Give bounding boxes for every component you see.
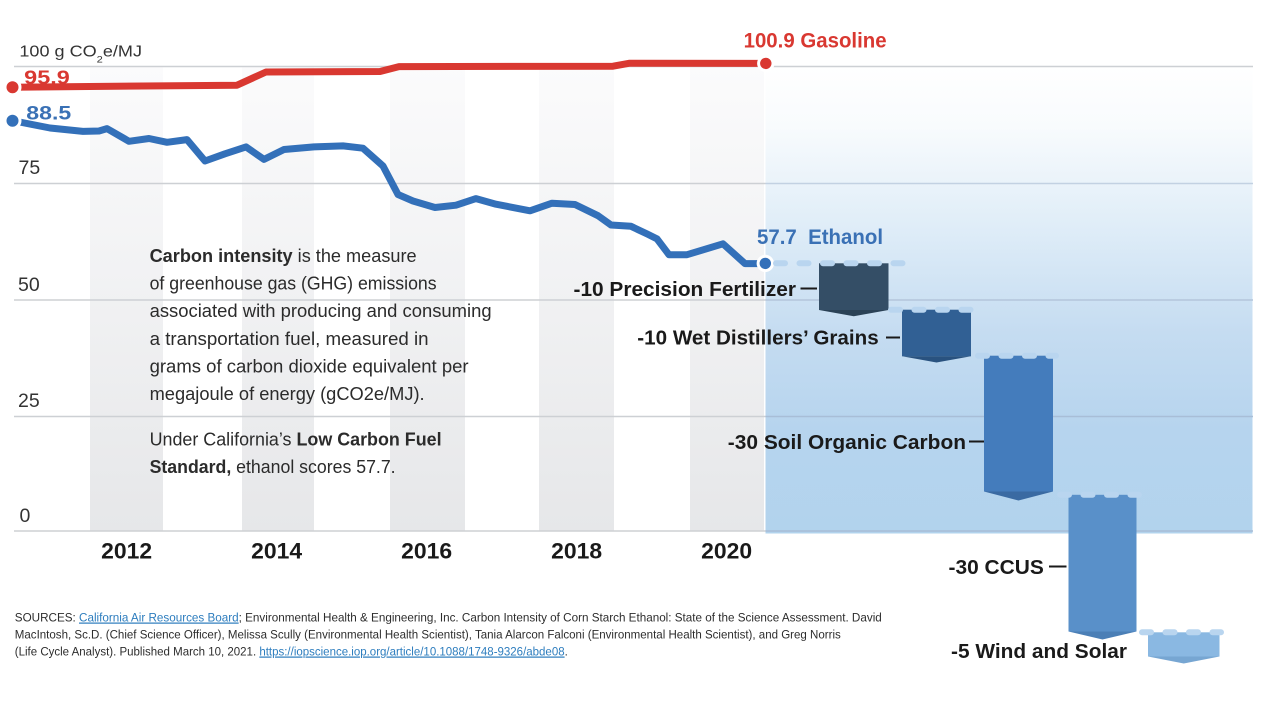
svg-text:Standard, ethanol scores 57.7.: Standard, ethanol scores 57.7.: [150, 456, 396, 477]
svg-text:grams of carbon dioxide equiva: grams of carbon dioxide equivalent per: [150, 355, 469, 376]
svg-text:-30 CCUS: -30 CCUS: [949, 556, 1044, 579]
svg-text:2016: 2016: [401, 539, 452, 564]
svg-text:50: 50: [18, 274, 40, 296]
svg-text:of greenhouse gas (GHG) emissi: of greenhouse gas (GHG) emissions: [150, 273, 437, 294]
svg-text:-10 Wet Distillers’ Grains: -10 Wet Distillers’ Grains: [637, 327, 878, 350]
svg-text:megajoule of energy (gCO2e/MJ): megajoule of energy (gCO2e/MJ).: [150, 383, 425, 404]
svg-text:associated with producing and: associated with producing and consuming: [150, 300, 492, 321]
svg-text:100 g CO2e/MJ: 100 g CO 2e/MJ: [19, 44, 142, 66]
svg-text:-5 Wind and Solar: -5 Wind and Solar: [951, 640, 1127, 663]
svg-text:2014: 2014: [251, 539, 302, 564]
svg-text:-30 Soil Organic Carbon: -30 Soil Organic Carbon: [728, 431, 966, 454]
svg-text:Under California’s Low Carbon: Under California’s Low Carbon Fuel: [150, 429, 442, 450]
svg-text:2012: 2012: [101, 539, 152, 564]
svg-text:2020: 2020: [701, 539, 752, 564]
svg-text:57.7 Ethanol: 57.7 Ethanol: [757, 226, 883, 249]
svg-text:Carbon intensity is the measur: Carbon intensity is the measure: [150, 245, 417, 266]
svg-text:a transportation fuel, measure: a transportation fuel, measured in: [150, 328, 429, 349]
svg-text:100.9 Gasoline: 100.9 Gasoline: [744, 30, 887, 53]
svg-text:-10 Precision Fertilizer: -10 Precision Fertilizer: [574, 278, 797, 301]
svg-text:SOURCES: California Air Resour: SOURCES: California Air Resources Board;…: [15, 611, 882, 625]
svg-text:88.5: 88.5: [26, 104, 71, 125]
svg-text:25: 25: [18, 390, 40, 412]
svg-text:2018: 2018: [551, 539, 602, 564]
svg-text:75: 75: [19, 157, 41, 179]
svg-text:(Life Cycle Analyst). Publishe: (Life Cycle Analyst). Published March 10…: [15, 645, 568, 659]
svg-text:0: 0: [20, 505, 31, 527]
svg-text:MacIntosh, Sc.D. (Chief Scienc: MacIntosh, Sc.D. (Chief Science Officer)…: [15, 628, 841, 642]
svg-text:95.9: 95.9: [24, 68, 70, 89]
